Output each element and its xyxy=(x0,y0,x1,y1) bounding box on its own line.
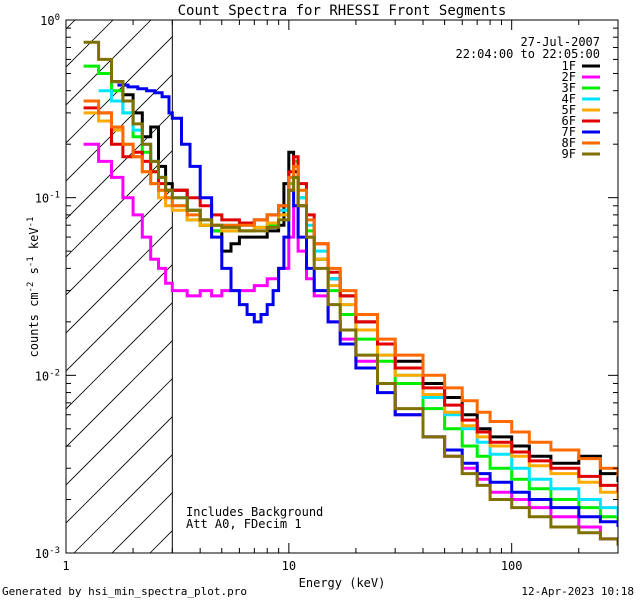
time-range-label: 22:04:00 to 22:05:00 xyxy=(456,47,601,61)
y-label-mid1: s xyxy=(27,267,41,281)
y-tick-label: 10-3 xyxy=(35,546,60,561)
y-tick-label: 10-1 xyxy=(35,191,60,206)
y-label-mid2: keV xyxy=(27,227,41,256)
hatch-line xyxy=(66,20,76,30)
legend-label-9F: 9F xyxy=(562,147,576,161)
x-axis-label: Energy (keV) xyxy=(299,576,386,590)
x-tick-label: 1 xyxy=(62,559,69,573)
hatch-line xyxy=(66,378,173,486)
y-tick-label: 10-2 xyxy=(35,368,60,383)
hatch-line xyxy=(66,416,173,524)
hatch-line xyxy=(66,188,173,296)
hatch-line xyxy=(66,302,173,410)
plot-frame xyxy=(65,19,619,554)
hatch-line xyxy=(73,454,173,553)
series-line-1F xyxy=(98,72,618,483)
legend-label-5F: 5F xyxy=(562,103,576,117)
legend-label-1F: 1F xyxy=(562,59,576,73)
hatch-line xyxy=(66,74,173,182)
y-axis-label: counts cm-2 s-1 keV-1 xyxy=(26,217,41,358)
x-tick-label: 10 xyxy=(282,559,296,573)
footer-timestamp: 12-Apr-2023 10:18 xyxy=(521,585,634,598)
legend-label-8F: 8F xyxy=(562,136,576,150)
chart-title: Count Spectra for RHESSI Front Segments xyxy=(178,3,507,19)
hatch-line xyxy=(66,36,173,144)
y-label-exp1: -2 xyxy=(26,282,36,293)
legend-label-3F: 3F xyxy=(562,81,576,95)
x-tick-label: 100 xyxy=(501,559,523,573)
legend-label-4F: 4F xyxy=(562,92,576,106)
y-label-exp2: -1 xyxy=(26,256,36,267)
y-label-exp3: -1 xyxy=(26,217,36,228)
date-label: 27-Jul-2007 xyxy=(521,35,600,49)
hatched-threshold-region xyxy=(66,20,173,553)
legend-label-7F: 7F xyxy=(562,125,576,139)
annotation-attenuator: Att A0, FDecim 1 xyxy=(186,517,302,531)
series-line-4F xyxy=(98,89,618,517)
legend-label-6F: 6F xyxy=(562,114,576,128)
footer-generated-by: Generated by hsi_min_spectra_plot.pro xyxy=(2,585,247,598)
series-line-9F xyxy=(83,40,618,546)
hatch-line xyxy=(66,226,173,334)
y-label-base: counts cm xyxy=(27,292,41,357)
legend-label-2F: 2F xyxy=(562,70,576,84)
hatch-line xyxy=(66,264,173,372)
y-tick-label: 100 xyxy=(40,13,60,28)
series-line-8F xyxy=(83,99,618,477)
annotation-background: Includes Background xyxy=(186,505,323,519)
series-line-6F xyxy=(83,106,618,493)
